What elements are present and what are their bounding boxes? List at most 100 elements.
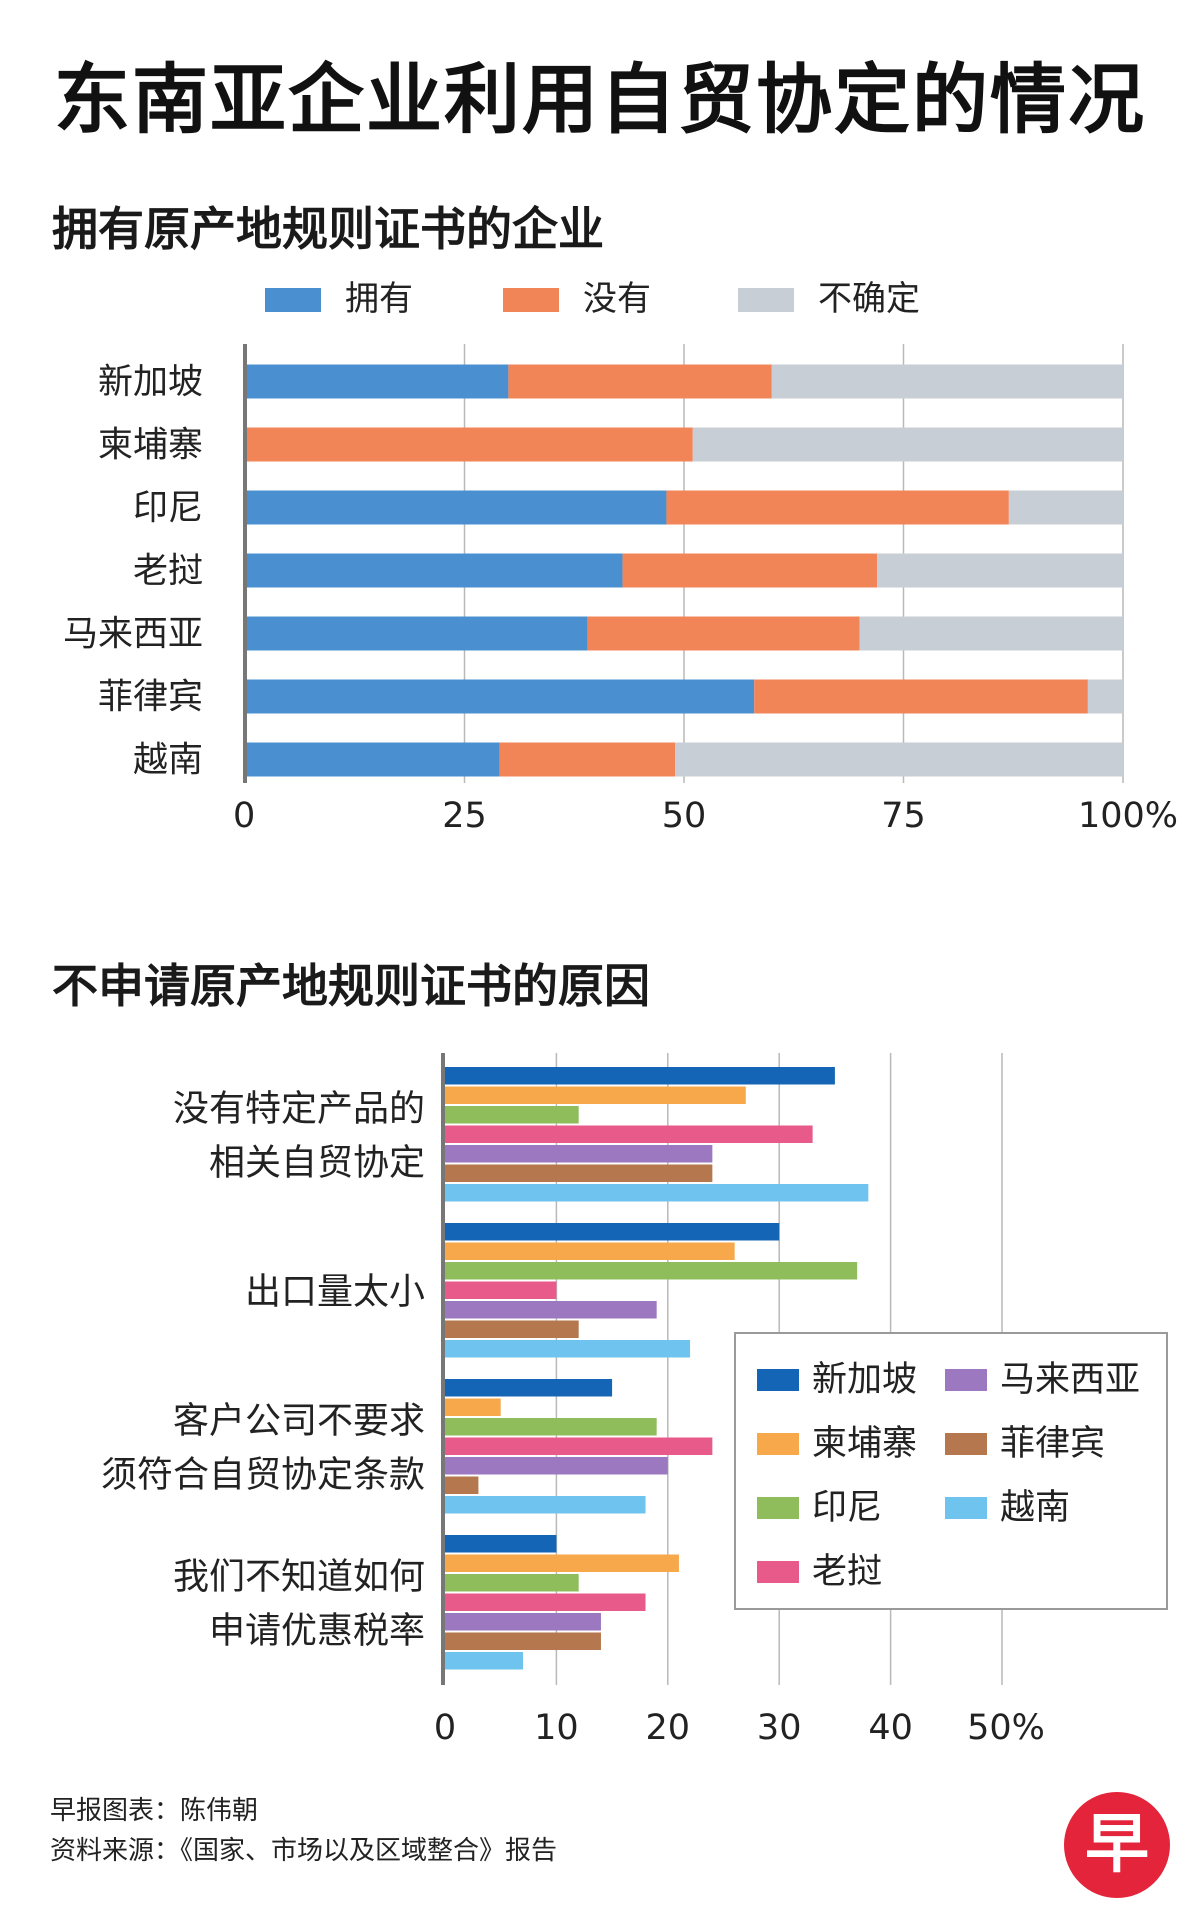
bar-越南-have xyxy=(245,742,500,777)
bar-越南-reason-2 xyxy=(445,1340,691,1358)
logo-circle xyxy=(1064,1792,1170,1898)
x-tick-label: 25 xyxy=(442,796,487,830)
bar-新加坡-have xyxy=(245,364,509,399)
bar-新加坡-reason-4 xyxy=(445,1535,557,1553)
bar-柬埔寨-reason-4 xyxy=(445,1554,679,1572)
legend-label-unsure: 不确定 xyxy=(818,279,920,319)
legend-swatch-新加坡 xyxy=(757,1369,799,1391)
page-title: 东南亚企业利用自贸协定的情况 xyxy=(54,55,1146,144)
category-label: 马来西亚 xyxy=(63,615,203,655)
x-tick-label: 30 xyxy=(757,1708,802,1740)
bar-越南-reason-3 xyxy=(445,1496,646,1514)
bar-印尼-reason-1 xyxy=(445,1106,579,1124)
footer-credit: 早报图表：陈伟朝 xyxy=(50,1796,259,1826)
legend-swatch-印尼 xyxy=(757,1497,799,1519)
bar-菲律宾-unsure xyxy=(1087,679,1123,714)
bar-马来西亚-have xyxy=(245,616,588,651)
legend-label-柬埔寨: 柬埔寨 xyxy=(812,1424,917,1464)
bar-新加坡-reason-3 xyxy=(445,1379,613,1397)
chart1-title: 拥有原产地规则证书的企业 xyxy=(52,202,604,256)
bar-柬埔寨-reason-2 xyxy=(445,1242,735,1260)
legend-swatch-菲律宾 xyxy=(945,1433,987,1455)
legend-label-马来西亚: 马来西亚 xyxy=(1000,1360,1140,1400)
x-tick-label: 0 xyxy=(233,796,255,830)
bar-老挝-reason-4 xyxy=(445,1593,646,1611)
legend-label-印尼: 印尼 xyxy=(812,1488,882,1528)
logo-text: 早 xyxy=(1085,1808,1149,1882)
bar-新加坡-unsure xyxy=(771,364,1123,399)
bar-马来西亚-reason-3 xyxy=(445,1457,668,1475)
x-tick-label: 40 xyxy=(868,1708,913,1740)
legend-swatch-老挝 xyxy=(757,1561,799,1583)
category-label: 出口量太小 xyxy=(245,1271,425,1312)
bar-印尼-have xyxy=(245,490,667,525)
chart2-title: 不申请原产地规则证书的原因 xyxy=(52,959,650,1013)
bar-越南-reason-4 xyxy=(445,1652,523,1670)
bar-菲律宾-have xyxy=(245,679,755,714)
legend-swatch-have xyxy=(265,288,321,312)
bar-菲律宾-reason-3 xyxy=(445,1476,479,1494)
x-tick-label: 10 xyxy=(534,1708,579,1740)
bar-越南-unsure xyxy=(675,742,1123,777)
x-tick-label: 50% xyxy=(967,1708,1045,1740)
bar-菲律宾-reason-4 xyxy=(445,1632,601,1650)
bar-印尼-reason-4 xyxy=(445,1574,579,1592)
bar-老挝-no xyxy=(622,553,878,588)
category-label: 客户公司不要求 xyxy=(173,1400,425,1441)
bar-柬埔寨-no xyxy=(245,427,693,462)
category-label: 相关自贸协定 xyxy=(209,1142,425,1183)
legend-label-老挝: 老挝 xyxy=(812,1552,882,1592)
legend-label-越南: 越南 xyxy=(1000,1488,1070,1528)
category-label: 越南 xyxy=(133,741,203,781)
bar-新加坡-reason-2 xyxy=(445,1223,780,1241)
x-tick-label: 50 xyxy=(662,796,707,830)
bar-菲律宾-reason-1 xyxy=(445,1164,713,1182)
legend-label-no: 没有 xyxy=(583,279,651,319)
chart2-reasons-not-applying: 没有特定产品的相关自贸协定出口量太小客户公司不要求须符合自贸协定条款我们不知道如… xyxy=(101,1053,1168,1740)
category-label: 须符合自贸协定条款 xyxy=(101,1454,425,1495)
bar-马来西亚-reason-2 xyxy=(445,1301,657,1319)
legend-label-新加坡: 新加坡 xyxy=(812,1360,917,1400)
bar-柬埔寨-reason-1 xyxy=(445,1086,746,1104)
category-label: 菲律宾 xyxy=(98,678,203,718)
bar-新加坡-reason-1 xyxy=(445,1067,835,1085)
bar-越南-no xyxy=(499,742,676,777)
bar-柬埔寨-reason-3 xyxy=(445,1398,501,1416)
bar-马来西亚-reason-1 xyxy=(445,1145,713,1163)
legend-swatch-unsure xyxy=(738,288,794,312)
bar-印尼-reason-2 xyxy=(445,1262,858,1280)
bar-新加坡-no xyxy=(508,364,772,399)
bar-老挝-unsure xyxy=(877,553,1123,588)
category-label: 我们不知道如何 xyxy=(173,1556,425,1597)
legend-label-菲律宾: 菲律宾 xyxy=(1000,1424,1105,1464)
category-label: 申请优惠税率 xyxy=(209,1610,425,1651)
bar-老挝-reason-3 xyxy=(445,1437,713,1455)
category-label: 新加坡 xyxy=(98,363,203,403)
legend-swatch-马来西亚 xyxy=(945,1369,987,1391)
bar-菲律宾-reason-2 xyxy=(445,1320,579,1338)
category-label: 没有特定产品的 xyxy=(173,1088,425,1129)
bar-马来西亚-unsure xyxy=(859,616,1123,651)
legend-swatch-柬埔寨 xyxy=(757,1433,799,1455)
bar-印尼-unsure xyxy=(1008,490,1123,525)
bar-马来西亚-reason-4 xyxy=(445,1613,601,1631)
x-tick-label: 0 xyxy=(434,1708,456,1740)
footer-source: 资料来源：《国家、市场以及区域整合》报告 xyxy=(50,1836,558,1866)
x-tick-label: 20 xyxy=(646,1708,691,1740)
bar-越南-reason-1 xyxy=(445,1184,869,1202)
bar-马来西亚-no xyxy=(587,616,860,651)
legend-swatch-no xyxy=(503,288,559,312)
category-label: 柬埔寨 xyxy=(98,426,203,466)
legend-label-have: 拥有 xyxy=(345,279,413,319)
x-tick-label: 75 xyxy=(881,796,926,830)
bar-老挝-have xyxy=(245,553,623,588)
category-label: 老挝 xyxy=(133,552,203,592)
bar-老挝-reason-1 xyxy=(445,1125,813,1143)
bar-印尼-reason-3 xyxy=(445,1418,657,1436)
zaobao-logo: 早 xyxy=(1064,1792,1170,1898)
bar-柬埔寨-unsure xyxy=(692,427,1123,462)
bar-菲律宾-no xyxy=(754,679,1088,714)
x-tick-label: 100% xyxy=(1078,796,1178,830)
category-label: 印尼 xyxy=(133,489,203,529)
